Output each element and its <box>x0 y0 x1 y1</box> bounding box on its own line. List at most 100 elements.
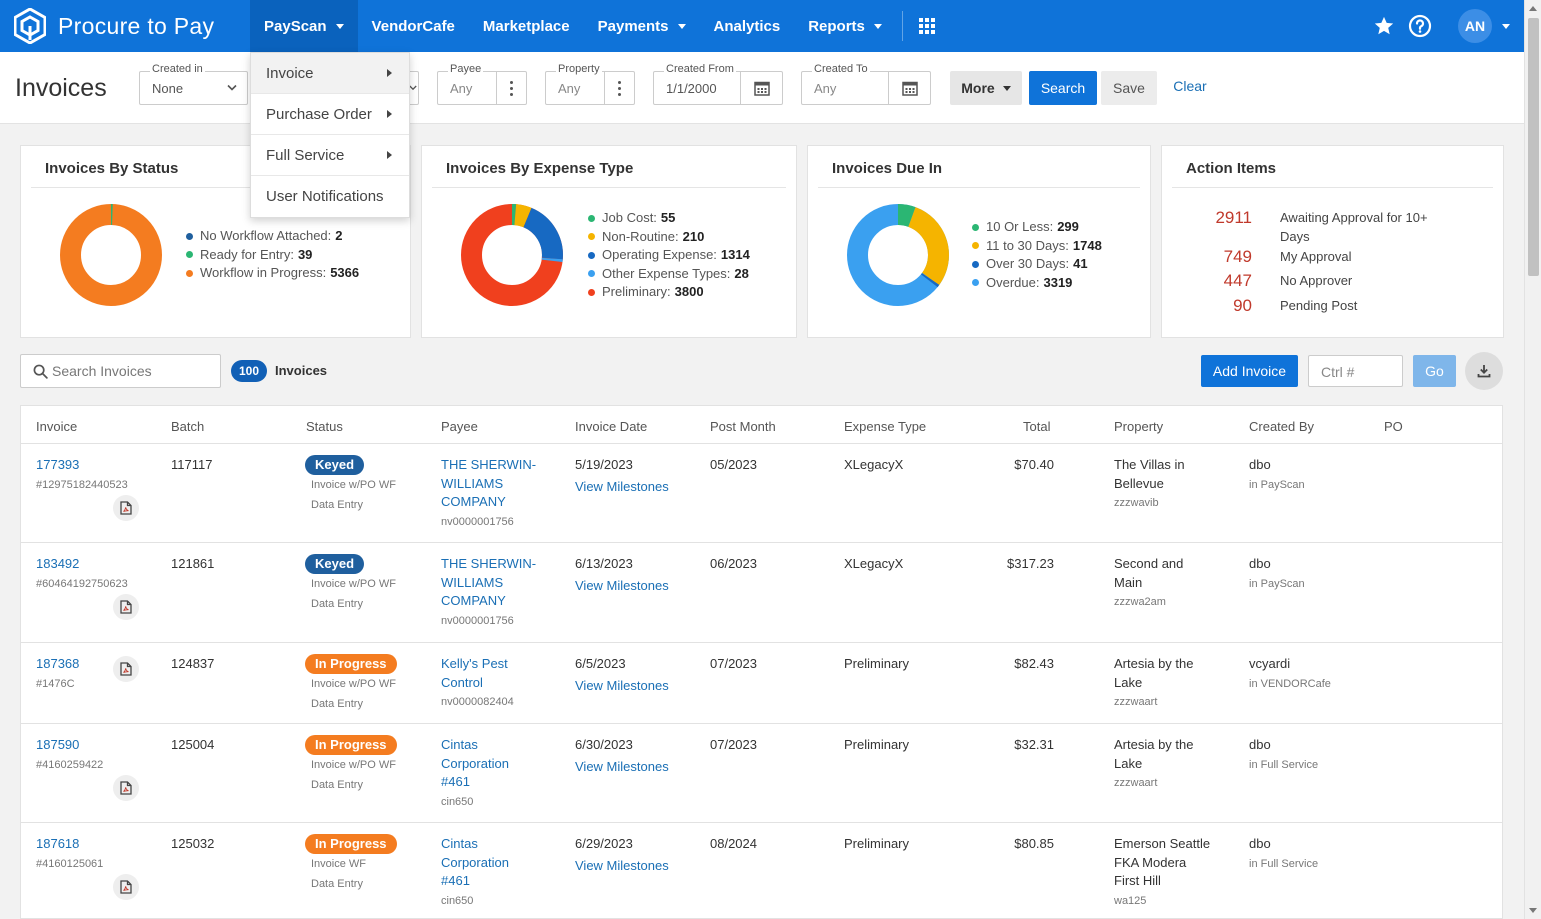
status-cell: In Progress Invoice w/PO WF Data Entry <box>305 735 397 795</box>
created-to-calendar-button[interactable] <box>888 72 930 104</box>
legend-label: Other Expense Types: <box>602 265 731 281</box>
action-item-my-approval[interactable]: 749 My Approval <box>1162 247 1460 267</box>
help-icon[interactable] <box>1408 14 1432 38</box>
property-field[interactable]: Property Any <box>545 63 635 105</box>
expense-type-cell: Preliminary <box>844 836 910 851</box>
scroll-up-icon[interactable] <box>1529 6 1537 11</box>
view-milestones-link[interactable]: View Milestones <box>575 758 669 774</box>
brand[interactable]: Procure to Pay <box>0 0 250 52</box>
nav-marketplace[interactable]: Marketplace <box>469 0 584 52</box>
nav-payscan[interactable]: PayScan <box>250 0 358 52</box>
invoice-pdf-button[interactable] <box>113 775 139 801</box>
payee-link[interactable]: THE SHERWIN- WILLIAMS COMPANY <box>441 457 536 509</box>
caret-down-icon[interactable] <box>1502 23 1510 29</box>
table-row[interactable]: 183492 #60464192750623 121861 Keyed Invoice … <box>21 543 1502 643</box>
scrollbar-thumb[interactable] <box>1528 18 1539 276</box>
property-cell: Artesia by the Lake zzzwaart <box>1114 736 1194 793</box>
payee-link[interactable]: Cintas Corporation #461 <box>441 836 509 888</box>
created-to-value: Any <box>814 81 837 96</box>
invoice-link[interactable]: 187368 <box>36 656 80 671</box>
search-invoices-input[interactable]: Search Invoices <box>20 354 221 388</box>
view-milestones-link[interactable]: View Milestones <box>575 478 669 494</box>
invoice-pdf-button[interactable] <box>113 495 139 521</box>
created-to-field[interactable]: Created To Any <box>801 63 931 105</box>
workflow-name: Invoice WF <box>311 858 367 870</box>
scroll-down-icon[interactable] <box>1529 908 1537 913</box>
invoice-link[interactable]: 187590 <box>36 737 80 752</box>
status-cell: Keyed Invoice w/PO WF Data Entry <box>305 554 396 614</box>
clear-link[interactable]: Clear <box>1173 78 1207 94</box>
property-code: zzzwaart <box>1114 696 1158 708</box>
nav-analytics[interactable]: Analytics <box>700 0 795 52</box>
col-po[interactable]: PO <box>1384 419 1403 434</box>
created-in-select[interactable]: Created in None <box>139 63 248 105</box>
created-from-field[interactable]: Created From 1/1/2000 <box>653 63 783 105</box>
invoice-cell: 187368 #1476C <box>36 655 79 694</box>
invoice-pdf-button[interactable] <box>113 874 139 900</box>
col-post-month[interactable]: Post Month <box>710 419 776 434</box>
payee-name-line: Control <box>441 674 483 690</box>
menu-item-full-service[interactable]: Full Service <box>251 135 409 176</box>
star-icon[interactable] <box>1372 14 1396 38</box>
expense-donut-chart[interactable] <box>460 203 564 307</box>
avatar[interactable]: AN <box>1458 9 1492 43</box>
search-button[interactable]: Search <box>1029 71 1097 105</box>
nav-divider <box>901 11 903 41</box>
add-invoice-button[interactable]: Add Invoice <box>1201 355 1298 387</box>
invoice-link[interactable]: 187618 <box>36 836 80 851</box>
property-name-line: Artesia by the <box>1114 656 1194 671</box>
payee-link[interactable]: Cintas Corporation #461 <box>441 737 509 789</box>
status-donut-chart[interactable] <box>59 203 163 307</box>
download-button[interactable] <box>1465 352 1503 390</box>
due-donut-chart[interactable] <box>846 203 950 307</box>
divider <box>1172 187 1493 188</box>
menu-item-invoice[interactable]: Invoice <box>251 53 409 94</box>
payee-link[interactable]: THE SHERWIN- WILLIAMS COMPANY <box>441 556 536 608</box>
menu-item-purchase-order[interactable]: Purchase Order <box>251 94 409 135</box>
ctrl-number-input[interactable]: Ctrl # <box>1308 355 1403 387</box>
invoice-pdf-button[interactable] <box>113 594 139 620</box>
apps-grid-icon[interactable] <box>918 18 937 34</box>
table-row[interactable]: 187368 #1476C 124837 In Progress Invoice w/P… <box>21 643 1502 724</box>
menu-item-user-notifications[interactable]: User Notifications <box>251 176 409 217</box>
action-item-awaiting-approval[interactable]: 2911 Awaiting Approval for 10+ Days <box>1162 208 1460 246</box>
payee-menu-button[interactable] <box>496 72 526 104</box>
invoice-link[interactable]: 183492 <box>36 556 80 571</box>
nav-vendorcafe[interactable]: VendorCafe <box>358 0 469 52</box>
table-row[interactable]: 177393 #12975182440523 117117 Keyed Invoice … <box>21 444 1502 543</box>
col-expense-type[interactable]: Expense Type <box>844 419 927 434</box>
action-item-no-approver[interactable]: 447 No Approver <box>1162 271 1460 291</box>
more-filters-button[interactable]: More <box>950 71 1022 105</box>
payee-code: nv0000001756 <box>441 515 514 528</box>
nav-payments[interactable]: Payments <box>584 0 700 52</box>
workflow-name: Invoice w/PO WF <box>311 678 396 690</box>
table-row[interactable]: 187618 #4160125061 125032 In Progress Invoic… <box>21 823 1502 918</box>
view-milestones-link[interactable]: View Milestones <box>575 577 669 593</box>
col-invoice-date[interactable]: Invoice Date <box>575 419 648 434</box>
view-milestones-link[interactable]: View Milestones <box>575 677 669 693</box>
col-invoice[interactable]: Invoice <box>36 419 78 434</box>
col-batch[interactable]: Batch <box>171 419 205 434</box>
created-from-calendar-button[interactable] <box>740 72 782 104</box>
save-button[interactable]: Save <box>1101 71 1157 105</box>
view-milestones-link[interactable]: View Milestones <box>575 857 669 873</box>
invoice-pdf-button[interactable] <box>113 656 139 682</box>
col-property[interactable]: Property <box>1114 419 1164 434</box>
action-item-pending-post[interactable]: 90 Pending Post <box>1162 296 1460 316</box>
col-created-by[interactable]: Created By <box>1249 419 1315 434</box>
property-menu-button[interactable] <box>604 72 634 104</box>
invoice-number: #4160125061 <box>36 857 104 870</box>
hidden-select-edge <box>408 71 419 105</box>
table-row[interactable]: 187590 #4160259422 125004 In Progress Invoic… <box>21 724 1502 823</box>
col-payee[interactable]: Payee <box>441 419 478 434</box>
total-cell: $70.40 <box>1014 457 1054 472</box>
payee-link[interactable]: Kelly's Pest Control <box>441 656 508 690</box>
nav-reports[interactable]: Reports <box>794 0 896 52</box>
invoice-link[interactable]: 177393 <box>36 457 80 472</box>
col-total[interactable]: Total <box>1023 419 1051 434</box>
col-status[interactable]: Status <box>306 419 343 434</box>
go-button[interactable]: Go <box>1413 355 1456 387</box>
vertical-scrollbar[interactable] <box>1524 0 1541 919</box>
payee-field[interactable]: Payee Any <box>437 63 527 105</box>
invoice-date-cell: 6/5/2023 View Milestones <box>575 655 669 698</box>
